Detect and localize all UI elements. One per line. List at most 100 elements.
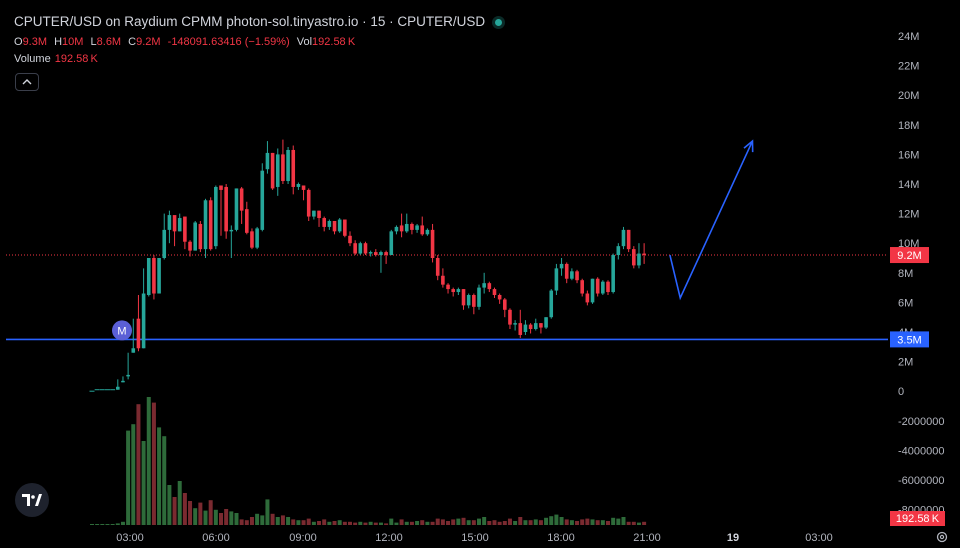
volume-bar xyxy=(126,430,131,525)
candle-body xyxy=(374,252,378,256)
volume-bar xyxy=(115,523,120,525)
volume-bar xyxy=(90,524,94,525)
level-price-tag-label: 3.5M xyxy=(897,334,921,346)
volume-bar xyxy=(606,521,610,525)
candle-body xyxy=(214,186,218,247)
volume-bar xyxy=(549,516,554,525)
volume-bar xyxy=(575,521,580,525)
candle-body xyxy=(363,243,368,254)
volume-bar xyxy=(404,521,409,525)
change-value: -148091.63416 (−1.59%) xyxy=(167,36,290,48)
x-tick-label: 18:00 xyxy=(547,532,575,544)
candle-body xyxy=(141,293,146,349)
x-tick-label: 15:00 xyxy=(461,532,489,544)
candle-body xyxy=(559,263,564,269)
tradingview-logo-mark xyxy=(22,494,42,506)
candle-body xyxy=(456,289,461,293)
candle-body xyxy=(539,323,543,328)
volume-bar xyxy=(430,521,435,525)
gear-icon[interactable] xyxy=(935,530,949,544)
candle-body xyxy=(513,323,517,325)
candle-body xyxy=(131,348,136,353)
volume-bar xyxy=(569,520,574,525)
volume-bar xyxy=(446,521,451,525)
candle-body xyxy=(621,229,626,247)
volume-bar xyxy=(368,521,373,525)
candle-body xyxy=(224,186,228,232)
volume-bar xyxy=(425,521,430,525)
volume-bar xyxy=(322,519,327,525)
collapse-legend-button[interactable] xyxy=(15,73,39,91)
candle-body xyxy=(632,249,636,266)
volume-bar xyxy=(105,524,110,525)
volume-bar xyxy=(492,520,497,525)
candle-body xyxy=(291,149,296,187)
candle-body xyxy=(461,289,466,306)
volume-bar xyxy=(642,521,647,525)
volume-bar xyxy=(466,520,471,525)
candle-body xyxy=(245,209,249,233)
candle-body xyxy=(332,221,337,232)
candle-body xyxy=(451,289,455,293)
candle-body xyxy=(368,252,373,254)
x-tick-label: 03:00 xyxy=(116,532,144,544)
candle-body xyxy=(146,258,151,295)
volume-bar xyxy=(616,518,621,525)
volume-bar xyxy=(270,513,275,525)
volume-tag xyxy=(890,511,945,526)
volume-bar xyxy=(306,518,311,525)
candle-body xyxy=(327,221,332,227)
volume-bar xyxy=(157,427,162,525)
volume-legend-label: Volume xyxy=(14,53,51,65)
volume-bar xyxy=(203,510,208,525)
volume-bar xyxy=(255,513,260,525)
candle-body xyxy=(492,289,497,295)
volume-bar xyxy=(564,519,569,525)
volume-bar xyxy=(317,521,322,525)
y-tick-label: -4000000 xyxy=(898,445,945,457)
y-tick-label: 2M xyxy=(898,357,913,369)
candle-body xyxy=(234,188,239,230)
candle-body xyxy=(601,281,605,294)
candle-body xyxy=(353,243,357,254)
volume-bar xyxy=(435,518,440,525)
volume-bar xyxy=(337,520,342,525)
volume-bar xyxy=(146,397,151,525)
candle-body xyxy=(306,189,311,217)
candle-body xyxy=(286,149,290,182)
volume-bar xyxy=(265,499,270,525)
volume-bar xyxy=(224,509,229,525)
candle-body xyxy=(265,152,270,170)
volume-bar xyxy=(162,436,167,525)
x-tick-label: 21:00 xyxy=(633,532,661,544)
volume-bar xyxy=(626,521,631,525)
volume-bar xyxy=(477,518,481,525)
y-tick-label: -2000000 xyxy=(898,416,945,428)
tradingview-logo-icon[interactable] xyxy=(15,483,49,517)
volume-bar xyxy=(353,522,358,525)
volume-bar xyxy=(394,522,399,525)
candle-body xyxy=(570,271,574,279)
volume-bar xyxy=(502,521,507,525)
volume-legend-value: 192.58 K xyxy=(54,53,98,65)
candle-body xyxy=(219,185,223,190)
candle-body xyxy=(193,222,197,251)
candle-body xyxy=(410,223,414,230)
volume-bar xyxy=(415,521,420,525)
volume-bar xyxy=(554,514,559,525)
volume-bar xyxy=(280,515,285,525)
volume-bar xyxy=(409,521,414,525)
volume-bar xyxy=(100,524,105,525)
candle-body xyxy=(281,154,285,182)
volume-bar xyxy=(110,524,115,525)
volume-bar xyxy=(131,424,136,525)
open-key: O xyxy=(14,36,23,48)
last-price-tag xyxy=(890,247,929,264)
volume-bar xyxy=(523,520,528,525)
volume-bar xyxy=(538,520,543,525)
candle-body xyxy=(497,295,502,300)
y-tick-label: 6M xyxy=(898,297,913,309)
candle-body xyxy=(322,218,326,227)
candle-body xyxy=(358,243,363,254)
